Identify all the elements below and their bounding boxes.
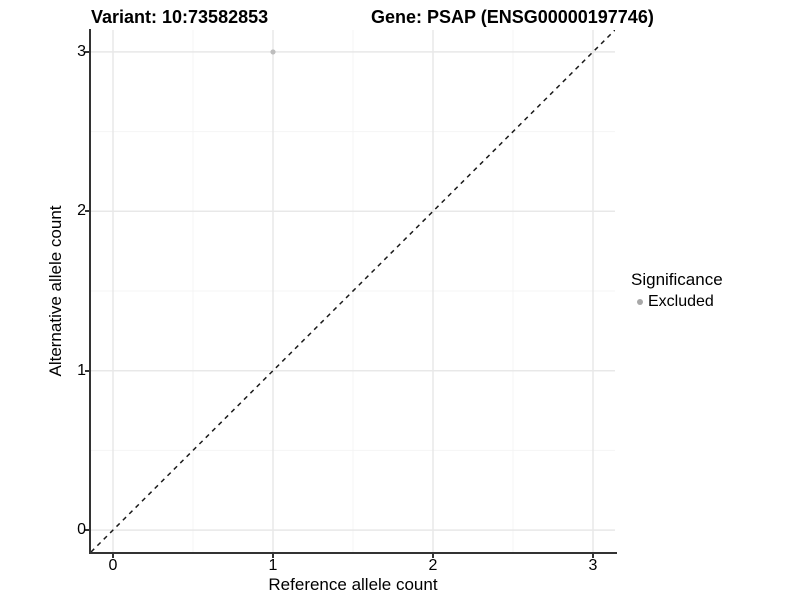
plot-title-gene: Gene: PSAP (ENSG00000197746) <box>371 7 654 27</box>
x-axis-line <box>89 552 617 554</box>
legend-point-icon <box>636 299 643 305</box>
x-axis-tick <box>432 554 434 558</box>
plot-panel <box>91 30 615 552</box>
y-axis-tick-label: 0 <box>77 521 86 539</box>
legend-item-excluded: Excluded <box>631 293 723 311</box>
x-axis-tick-label: 3 <box>588 557 598 574</box>
x-axis-tick-label: 1 <box>268 557 278 574</box>
x-axis-tick <box>112 554 114 558</box>
y-axis-tick <box>85 369 89 372</box>
y-axis-tick <box>85 210 89 213</box>
y-axis-title: Alternative allele count <box>46 205 65 377</box>
y-axis-tick <box>85 50 89 53</box>
x-axis-tick-label: 2 <box>428 557 438 574</box>
plot-area-svg <box>91 30 615 552</box>
plot-title-variant: Variant: 10:73582853 <box>91 7 269 27</box>
legend-item-label: Excluded <box>648 293 714 310</box>
y-axis-tick <box>85 529 89 532</box>
y-axis-line <box>89 29 91 554</box>
identity-dashed-line <box>91 30 615 552</box>
legend-key <box>631 294 648 311</box>
legend: Significance Excluded <box>631 270 723 311</box>
x-axis-title: Reference allele count <box>268 575 438 594</box>
y-axis-tick-label: 3 <box>77 42 86 60</box>
x-axis-tick <box>592 554 594 558</box>
x-axis-tick-label: 0 <box>108 557 118 574</box>
data-point <box>270 49 276 55</box>
y-axis-tick-label: 2 <box>77 202 86 220</box>
legend-title: Significance <box>631 270 723 289</box>
x-axis-tick <box>272 554 274 558</box>
y-axis-tick-label: 1 <box>77 361 86 379</box>
